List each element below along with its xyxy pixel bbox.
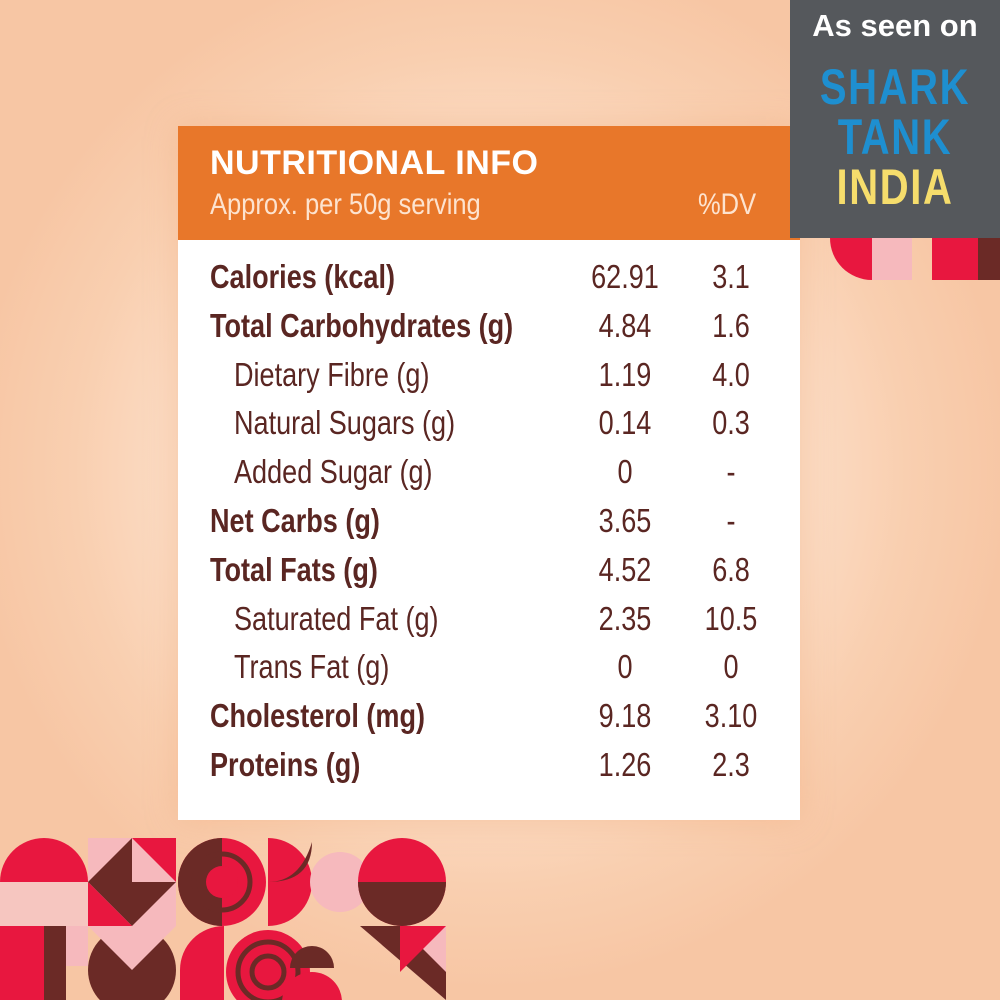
nutrient-label: Calories (kcal) xyxy=(210,258,395,295)
nutrient-label: Added Sugar (g) xyxy=(234,453,433,491)
shark-tank-logo-line: TANK xyxy=(837,109,953,165)
nutrition-title: NUTRITIONAL INFO xyxy=(210,144,539,182)
nutrient-dv: 0 xyxy=(723,648,739,686)
decorative-pattern-bottom-left xyxy=(0,838,446,1000)
nutrient-dv: 0.3 xyxy=(712,404,750,442)
nutrient-value: 0 xyxy=(617,648,633,686)
nutrient-label: Total Carbohydrates (g) xyxy=(210,306,514,344)
nutrient-value: 2.35 xyxy=(598,599,652,637)
nutrient-value: 4.52 xyxy=(598,550,652,588)
table-row: Net Carbs (g) 3.65 - xyxy=(178,502,800,550)
table-row: Added Sugar (g) 0 - xyxy=(178,453,800,501)
nutrient-dv: 6.8 xyxy=(712,550,750,588)
table-row: Cholesterol (mg) 9.18 3.10 xyxy=(178,697,800,745)
nutrient-value: 3.65 xyxy=(598,502,652,539)
table-row: Dietary Fibre (g) 1.19 4.0 xyxy=(178,356,800,404)
nutrient-value: 4.84 xyxy=(598,306,652,344)
nutrient-value: 0.14 xyxy=(598,404,652,442)
nutrient-dv: - xyxy=(726,453,736,491)
shark-tank-badge: As seen on SHARK TANK INDIA xyxy=(790,0,1000,238)
dv-header: %DV xyxy=(698,188,757,221)
nutrient-value: 1.26 xyxy=(598,746,652,783)
table-row: Saturated Fat (g) 2.35 10.5 xyxy=(178,600,800,648)
nutrient-dv: 2.3 xyxy=(712,746,750,783)
nutrient-label: Trans Fat (g) xyxy=(234,648,390,686)
table-row: Total Carbohydrates (g) 4.84 1.6 xyxy=(178,307,800,355)
shark-tank-logo-line: SHARK xyxy=(819,59,971,115)
nutrient-dv: 3.1 xyxy=(712,258,750,295)
nutrient-dv: 10.5 xyxy=(704,599,758,637)
table-row: Natural Sugars (g) 0.14 0.3 xyxy=(178,404,800,452)
table-row: Trans Fat (g) 0 0 xyxy=(178,648,800,696)
nutrient-value: 0 xyxy=(617,453,633,491)
decorative-pattern-top-right xyxy=(830,238,1000,280)
nutrient-dv: 4.0 xyxy=(712,355,750,393)
shark-tank-logo-line: INDIA xyxy=(836,159,954,215)
nutrition-header: NUTRITIONAL INFO Approx. per 50g serving… xyxy=(178,126,800,240)
nutrition-card: NUTRITIONAL INFO Approx. per 50g serving… xyxy=(178,126,800,820)
nutrient-label: Saturated Fat (g) xyxy=(234,599,439,637)
nutrient-value: 1.19 xyxy=(598,355,652,393)
nutrient-label: Proteins (g) xyxy=(210,746,361,783)
nutrient-label: Total Fats (g) xyxy=(210,550,378,588)
nutrient-value: 62.91 xyxy=(591,258,659,295)
nutrient-label: Dietary Fibre (g) xyxy=(234,355,430,393)
table-row: Total Fats (g) 4.52 6.8 xyxy=(178,551,800,599)
nutrient-dv: 3.10 xyxy=(704,697,758,735)
nutrient-label: Cholesterol (mg) xyxy=(210,697,425,735)
nutrient-label: Net Carbs (g) xyxy=(210,502,380,539)
nutrient-label: Natural Sugars (g) xyxy=(234,404,456,442)
table-row: Calories (kcal) 62.91 3.1 xyxy=(178,258,800,306)
nutrient-dv: 1.6 xyxy=(712,306,750,344)
nutrient-value: 9.18 xyxy=(598,697,652,735)
table-row: Proteins (g) 1.26 2.3 xyxy=(178,746,800,794)
serving-size: Approx. per 50g serving xyxy=(210,188,481,221)
as-seen-on-text: As seen on xyxy=(812,8,978,43)
nutrient-dv: - xyxy=(726,502,736,539)
